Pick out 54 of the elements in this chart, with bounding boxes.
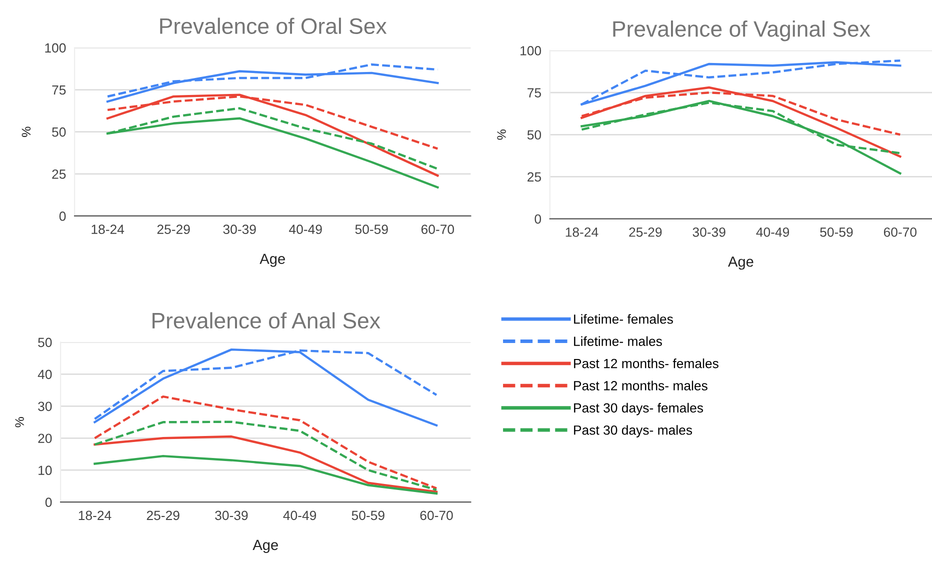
- y-axis-title: %: [15, 417, 24, 428]
- y-tick-label: 50: [38, 338, 52, 348]
- y-tick-label: 30: [38, 402, 52, 412]
- chart-title: Prevalence of Oral Sex: [160, 18, 387, 34]
- y-tick-label: 0: [534, 214, 542, 224]
- y-tick-label: 75: [528, 88, 541, 98]
- x-tick-label: 40-49: [289, 224, 322, 234]
- legend-label: Past 12 months- females: [574, 358, 718, 368]
- x-tick-label: 25-29: [629, 227, 662, 237]
- x-tick-label: 60-70: [420, 510, 453, 520]
- x-tick-label: 30-39: [692, 227, 726, 237]
- x-axis-title: Age: [728, 256, 754, 270]
- y-tick-label: 0: [59, 212, 66, 221]
- y-tick-label: 100: [520, 46, 542, 56]
- y-axis-title: %: [22, 126, 31, 137]
- line-series: [94, 435, 438, 493]
- line-series: [106, 94, 439, 177]
- y-tick-label: 25: [528, 172, 541, 182]
- y-tick-label: 40: [38, 370, 52, 380]
- y-tick-label: 50: [52, 127, 66, 137]
- x-tick-label: 18-24: [566, 227, 598, 237]
- legend-label: Past 30 days- males: [574, 425, 692, 438]
- legend-label: Past 12 months- males: [574, 380, 708, 390]
- legend-label: Past 30 days- females: [574, 402, 704, 416]
- chart-title: Prevalence of Anal Sex: [152, 312, 380, 329]
- legend-label: Lifetime- males: [574, 336, 662, 346]
- x-tick-label: 50-59: [352, 510, 384, 520]
- y-tick-label: 25: [52, 169, 66, 179]
- y-tick-label: 10: [38, 466, 52, 476]
- y-tick-label: 20: [38, 434, 52, 444]
- x-tick-label: 18-24: [92, 224, 124, 234]
- x-tick-label: 18-24: [78, 510, 112, 520]
- x-tick-label: 25-29: [157, 224, 190, 234]
- chart-title: Prevalence of Vaginal Sex: [613, 20, 870, 42]
- x-tick-label: 50-59: [820, 227, 853, 237]
- line-series: [94, 395, 438, 490]
- x-tick-label: 30-39: [215, 510, 248, 520]
- y-axis-title: %: [497, 130, 506, 140]
- line-series: [580, 100, 902, 174]
- y-tick-label: 0: [45, 498, 52, 508]
- x-axis-title: Age: [252, 540, 278, 553]
- legend-label: Lifetime- females: [574, 314, 673, 324]
- x-tick-label: 60-70: [884, 227, 917, 237]
- line-series: [94, 420, 438, 492]
- x-tick-label: 25-29: [146, 510, 180, 520]
- y-tick-label: 75: [52, 85, 66, 95]
- x-tick-label: 40-49: [283, 510, 316, 520]
- x-axis-title: Age: [260, 254, 285, 267]
- x-tick-label: 30-39: [223, 224, 256, 234]
- x-tick-label: 60-70: [421, 224, 454, 234]
- y-tick-label: 100: [45, 43, 66, 53]
- x-tick-label: 50-59: [355, 224, 388, 234]
- y-tick-label: 50: [527, 130, 542, 140]
- x-tick-label: 40-49: [756, 227, 790, 237]
